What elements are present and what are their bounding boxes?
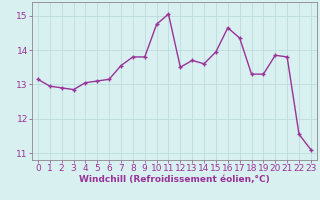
X-axis label: Windchill (Refroidissement éolien,°C): Windchill (Refroidissement éolien,°C) [79,175,270,184]
